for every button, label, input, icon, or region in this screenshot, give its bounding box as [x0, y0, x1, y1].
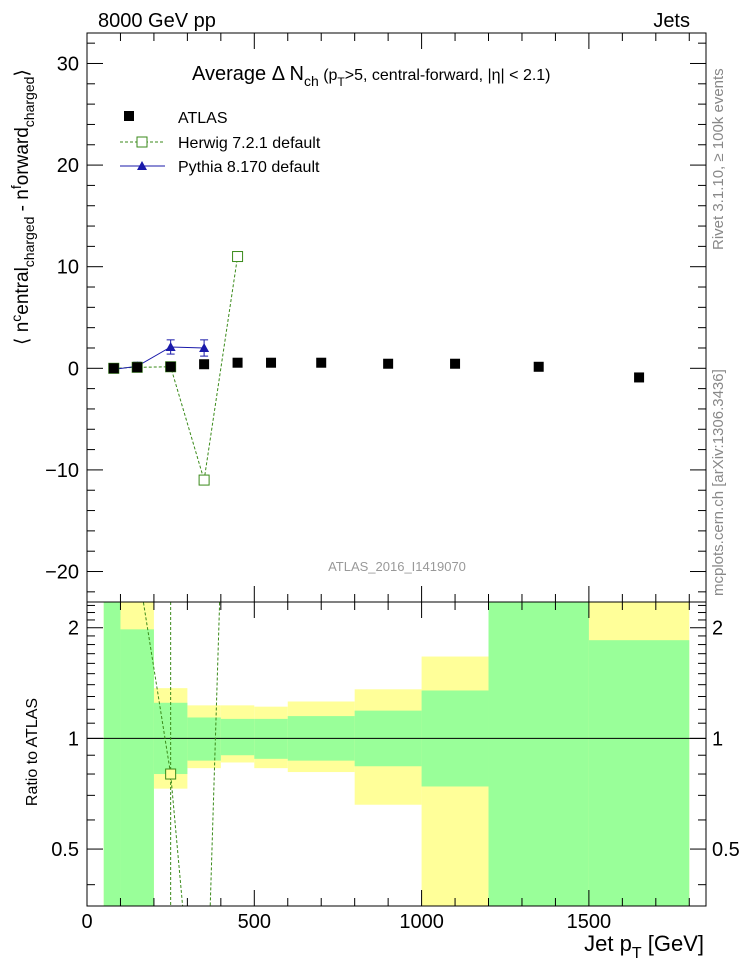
- legend-herwig-label: Herwig 7.2.1 default: [178, 135, 321, 152]
- ratio-band-green: [588, 640, 690, 906]
- herwig-point: [232, 251, 244, 263]
- legend: ATLAS Herwig 7.2.1 default Pythia 8.170 …: [120, 110, 321, 176]
- header-right: Jets: [653, 10, 690, 32]
- atlas-point: [232, 357, 243, 368]
- ratio-band-green: [120, 629, 154, 906]
- main-series-layer: [108, 251, 645, 486]
- ratio-series-layer: [142, 602, 221, 906]
- main-y-tick-label: 0: [68, 358, 79, 380]
- x-tick-label: 0: [81, 911, 92, 933]
- x-tick-label: 1000: [399, 911, 444, 933]
- ratio-band-green: [220, 718, 255, 756]
- atlas-point: [165, 361, 176, 372]
- main-y-label: ⟨ ncentralcharged - nforwardcharged⟩: [8, 69, 37, 345]
- x-tick-label: 1500: [567, 911, 612, 933]
- legend-herwig-marker: [136, 136, 148, 148]
- ratio-band-green: [488, 602, 589, 906]
- herwig-ratio-line: [142, 602, 184, 906]
- legend-pythia-marker: [137, 161, 147, 170]
- atlas-point: [266, 357, 277, 368]
- legend-pythia-label: Pythia 8.170 default: [178, 159, 320, 176]
- atlas-point: [108, 363, 119, 374]
- herwig-ratio-line: [209, 602, 221, 906]
- ratio-band-green: [103, 602, 121, 906]
- header-left: 8000 GeV pp: [98, 10, 216, 32]
- x-axis-label: Jet pT [GeV]: [584, 931, 704, 962]
- main-y-tick-label: 10: [57, 257, 79, 279]
- ratio-plot-frame: [86, 601, 707, 907]
- x-tick-label: 500: [238, 911, 271, 933]
- herwig-ratio-traces: [142, 602, 221, 906]
- main-title: Average Δ Nch (pT>5, central-forward, |η…: [192, 63, 551, 89]
- atlas-point: [132, 362, 143, 373]
- ratio-bands: [87, 602, 706, 906]
- rivet-label: Rivet 3.1.10, ≥ 100k events: [710, 68, 727, 250]
- main-y-axis: −20 −10 0 10 20 30: [45, 33, 706, 602]
- legend-atlas-label: ATLAS: [178, 110, 228, 127]
- pythia-line: [113, 346, 205, 370]
- pythia-point: [199, 342, 210, 352]
- herwig-point: [198, 474, 210, 486]
- atlas-point: [533, 361, 544, 372]
- mcplots-label: mcplots.cern.ch [arXiv:1306.3436]: [710, 369, 727, 596]
- atlas-point: [383, 358, 394, 369]
- atlas-point: [316, 357, 327, 368]
- analysis-watermark: ATLAS_2016_I1419070: [328, 559, 466, 574]
- ratio-y-tick-label: 1: [68, 728, 79, 750]
- main-y-tick-label: 30: [57, 53, 79, 75]
- ratio-y-tick-label: 2: [68, 618, 79, 640]
- ratio-y-tick-label-right: 1: [712, 728, 723, 750]
- atlas-point: [450, 358, 461, 369]
- main-y-tick-label: 20: [57, 155, 79, 177]
- atlas-point: [199, 359, 210, 370]
- ratio-axes: 0.5 0.5 1 1 2 2 0 500 1000 1500: [51, 602, 740, 933]
- main-y-tick-label: −20: [45, 562, 79, 584]
- atlas-point: [634, 372, 645, 383]
- pythia-point: [165, 341, 176, 351]
- ratio-y-label: Ratio to ATLAS: [24, 698, 41, 806]
- ratio-y-tick-label-right: 2: [712, 618, 723, 640]
- main-y-tick-label: −10: [45, 460, 79, 482]
- herwig-ratio-point: [165, 768, 177, 780]
- legend-atlas-marker: [124, 111, 134, 121]
- ratio-y-tick-label-right: 0.5: [712, 839, 740, 861]
- ratio-y-tick-label: 0.5: [51, 839, 79, 861]
